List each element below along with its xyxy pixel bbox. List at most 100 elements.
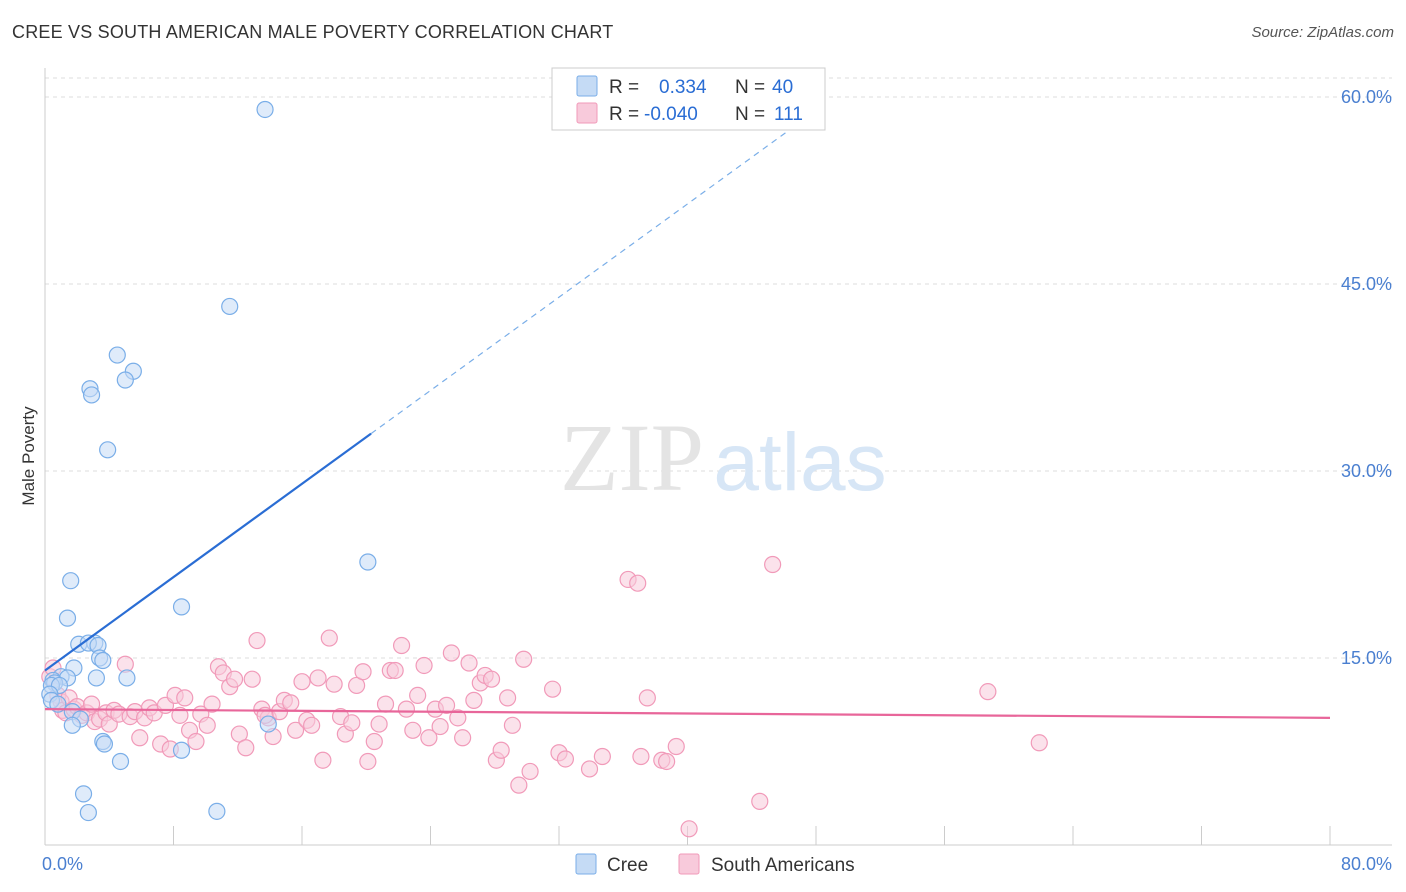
y-axis-label: Male Poverty: [19, 406, 38, 506]
south-americans-point: [680, 820, 698, 838]
south-americans-point: [521, 762, 539, 781]
bottom-legend-swatch-cree: [575, 853, 597, 875]
south-americans-point: [365, 732, 383, 751]
south-americans-point: [442, 644, 460, 662]
south-americans-trendline: [44, 708, 1331, 719]
south-americans-point: [354, 663, 372, 681]
legend-swatch-south-americans: [576, 102, 598, 124]
bottom-legend-swatch-south-americans: [678, 853, 700, 875]
south-americans-point: [376, 695, 395, 713]
cree-point: [116, 371, 134, 389]
cree-trendline-extension: [370, 127, 793, 435]
south-americans-point: [499, 689, 517, 707]
south-americans-point: [293, 673, 311, 691]
south-americans-point: [309, 669, 327, 687]
south-americans-point: [320, 629, 338, 647]
watermark-zip: ZIP: [560, 404, 704, 511]
south-americans-point: [359, 752, 377, 771]
cree-point: [256, 100, 274, 119]
legend-n-value-cree: 40: [772, 77, 793, 98]
south-americans-points: [41, 555, 1048, 838]
south-americans-point: [282, 694, 300, 712]
south-americans-point: [632, 747, 650, 766]
cree-point: [95, 735, 114, 753]
x-tick-label-min: 0.0%: [42, 854, 83, 874]
cree-point: [58, 609, 77, 627]
axes: [44, 68, 1392, 846]
south-americans-point: [176, 689, 194, 707]
south-americans-point: [1030, 734, 1048, 752]
south-americans-point: [593, 747, 611, 766]
cree-point: [74, 785, 93, 803]
south-americans-point: [325, 675, 343, 693]
cree-point: [79, 803, 97, 822]
south-americans-point: [510, 776, 528, 794]
bottom-legend-label-cree: Cree: [607, 855, 648, 876]
south-americans-point: [237, 739, 255, 757]
south-americans-point: [503, 716, 522, 734]
south-americans-point: [543, 680, 562, 698]
trendlines: [44, 127, 1331, 719]
south-americans-point: [187, 732, 205, 751]
legend-n-value-south: 111: [774, 104, 803, 125]
south-americans-point: [658, 752, 676, 771]
chart-source: Source: ZipAtlas.com: [1251, 24, 1394, 41]
south-americans-point: [979, 683, 997, 701]
x-tick-labels: 0.0% 80.0%: [42, 854, 1392, 874]
south-americans-point: [449, 709, 467, 727]
south-americans-point: [492, 741, 510, 759]
x-tick-label-max: 80.0%: [1341, 854, 1392, 874]
legend-n-label-south: N =: [735, 104, 765, 125]
cree-point: [99, 441, 117, 459]
south-americans-point: [556, 750, 575, 768]
y-tick-label-60: 60.0%: [1341, 87, 1392, 107]
y-tick-labels: 15.0% 30.0% 45.0% 60.0%: [1341, 87, 1392, 668]
cree-point: [172, 741, 191, 759]
cree-point: [62, 572, 80, 590]
cree-points: [41, 100, 377, 822]
south-americans-point: [515, 650, 533, 668]
south-americans-point: [638, 689, 656, 707]
south-americans-point: [629, 574, 647, 592]
south-americans-point: [667, 737, 685, 756]
south-americans-point: [420, 729, 438, 747]
cree-point: [63, 716, 81, 734]
south-americans-point: [248, 631, 266, 650]
south-americans-point: [171, 706, 189, 724]
cree-point: [359, 553, 377, 571]
bottom-legend-label-south-americans: South Americans: [711, 855, 855, 876]
south-americans-point: [314, 751, 332, 769]
south-americans-point: [225, 670, 244, 688]
series-legend: Cree South Americans: [575, 853, 855, 876]
cree-point: [111, 752, 130, 771]
south-americans-point: [198, 716, 216, 734]
y-tick-label-30: 30.0%: [1341, 461, 1392, 481]
legend-n-label-cree: N =: [735, 77, 765, 98]
legend-swatch-cree: [576, 75, 598, 97]
south-americans-point: [203, 695, 221, 713]
cree-point: [94, 651, 112, 670]
cree-point: [208, 802, 226, 820]
cree-point: [108, 346, 126, 364]
cree-point: [172, 598, 191, 616]
legend-r-label-cree: R =: [609, 77, 639, 98]
south-americans-point: [392, 636, 411, 655]
legend-r-value-cree: 0.334: [659, 77, 707, 98]
south-americans-point: [82, 695, 101, 713]
south-americans-point: [460, 654, 478, 672]
south-americans-point: [764, 555, 782, 574]
correlation-legend: R = 0.334 N = 40 R = -0.040 N = 111: [551, 67, 826, 131]
south-americans-point: [431, 717, 449, 736]
south-americans-point: [482, 670, 501, 688]
south-americans-point: [415, 656, 433, 675]
south-americans-point: [580, 760, 599, 778]
cree-point: [259, 715, 277, 733]
south-americans-point: [286, 721, 305, 739]
cree-point: [82, 386, 101, 404]
south-americans-point: [404, 721, 422, 739]
cree-point: [221, 297, 239, 316]
chart-title: CREE VS SOUTH AMERICAN MALE POVERTY CORR…: [12, 22, 614, 42]
watermark-atlas: atlas: [713, 417, 886, 508]
y-tick-label-45: 45.0%: [1341, 274, 1392, 294]
